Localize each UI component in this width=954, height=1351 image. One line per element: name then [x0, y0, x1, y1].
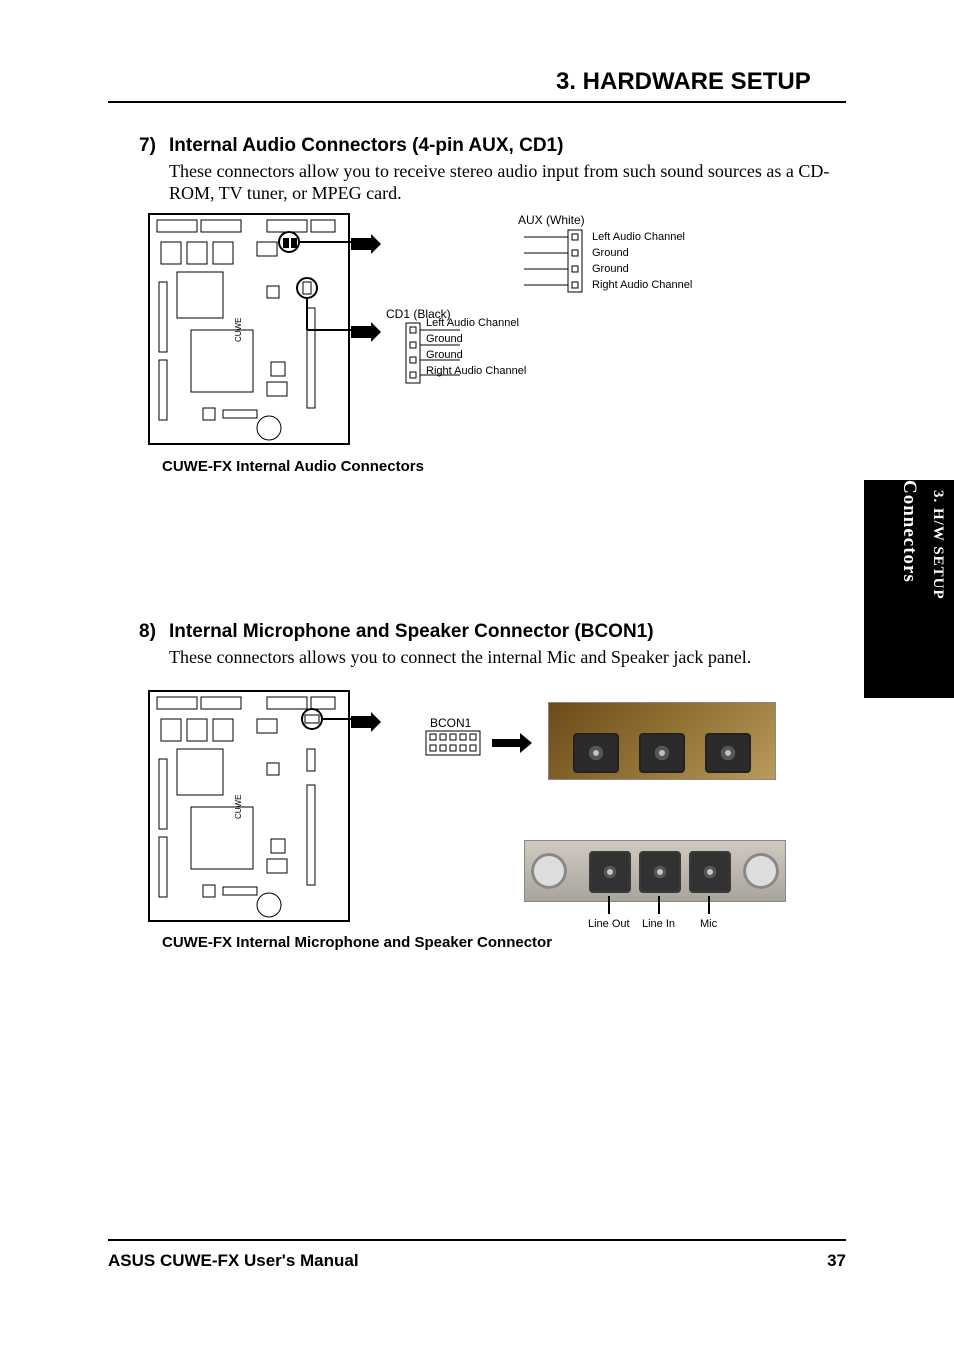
side-tab-line2: Connectors — [898, 480, 920, 583]
port-linein — [639, 851, 681, 893]
jack-panel-photo — [548, 702, 776, 780]
cd1-pin-1: Ground — [426, 333, 463, 345]
bcon1-connector — [425, 730, 481, 756]
bcon1-label: BCON1 — [430, 716, 471, 730]
item7-body: These connectors allow you to receive st… — [169, 160, 849, 204]
aux-pin-0: Left Audio Channel — [592, 231, 685, 243]
front-panel-photo — [524, 840, 786, 902]
page: 3. HARDWARE SETUP 3. H/W SETUP Connector… — [0, 0, 954, 1351]
arrow-cd1 — [351, 322, 381, 342]
mount-lug-right — [743, 853, 779, 889]
aux-connector — [524, 228, 584, 294]
side-tab-line1: 3. H/W SETUP — [929, 490, 946, 600]
aux-pin-1: Ground — [592, 247, 629, 259]
svg-text:CUWE: CUWE — [234, 795, 243, 819]
jack-3 — [705, 733, 751, 773]
side-tab: 3. H/W SETUP Connectors — [864, 480, 954, 698]
port-mic — [689, 851, 731, 893]
aux-pin-3: Right Audio Channel — [592, 279, 692, 291]
section-title: 3. HARDWARE SETUP — [556, 68, 811, 96]
rule-bottom — [108, 1239, 846, 1241]
aux-pin-2: Ground — [592, 263, 629, 275]
arrow-bcon1 — [351, 712, 381, 732]
item7-num: 7) — [139, 135, 156, 157]
mobo-svg-2: CUWE — [147, 689, 351, 923]
footer-left: ASUS CUWE-FX User's Manual — [108, 1251, 359, 1271]
port-lineout — [589, 851, 631, 893]
cd1-pin-0: Left Audio Channel — [426, 317, 519, 329]
mobo-svg-1: CUWE — [147, 212, 351, 446]
item7-title: Internal Audio Connectors (4-pin AUX, CD… — [169, 135, 563, 157]
footer-right: 37 — [827, 1251, 846, 1271]
mount-lug-left — [531, 853, 567, 889]
jack-1 — [573, 733, 619, 773]
item8-body: These connectors allows you to connect t… — [169, 646, 849, 668]
port-pointers — [524, 896, 786, 918]
aux-label: AUX (White) — [518, 213, 585, 227]
item8-title: Internal Microphone and Speaker Connecto… — [169, 621, 654, 643]
cd1-pin-2: Ground — [426, 349, 463, 361]
arrow-aux — [351, 234, 381, 254]
mobo-diagram-2: CUWE — [147, 689, 351, 923]
mobo-diagram-1: CUWE — [147, 212, 351, 446]
port-label-2: Mic — [700, 918, 717, 930]
arrow-photo — [492, 733, 532, 753]
item8-caption: CUWE-FX Internal Microphone and Speaker … — [162, 934, 552, 951]
item7-caption: CUWE-FX Internal Audio Connectors — [162, 458, 424, 475]
item8-num: 8) — [139, 621, 156, 643]
port-label-0: Line Out — [588, 918, 630, 930]
jack-2 — [639, 733, 685, 773]
rule-top — [108, 101, 846, 103]
cd1-pin-3: Right Audio Channel — [426, 365, 526, 377]
port-label-1: Line In — [642, 918, 675, 930]
svg-text:CUWE: CUWE — [234, 318, 243, 342]
